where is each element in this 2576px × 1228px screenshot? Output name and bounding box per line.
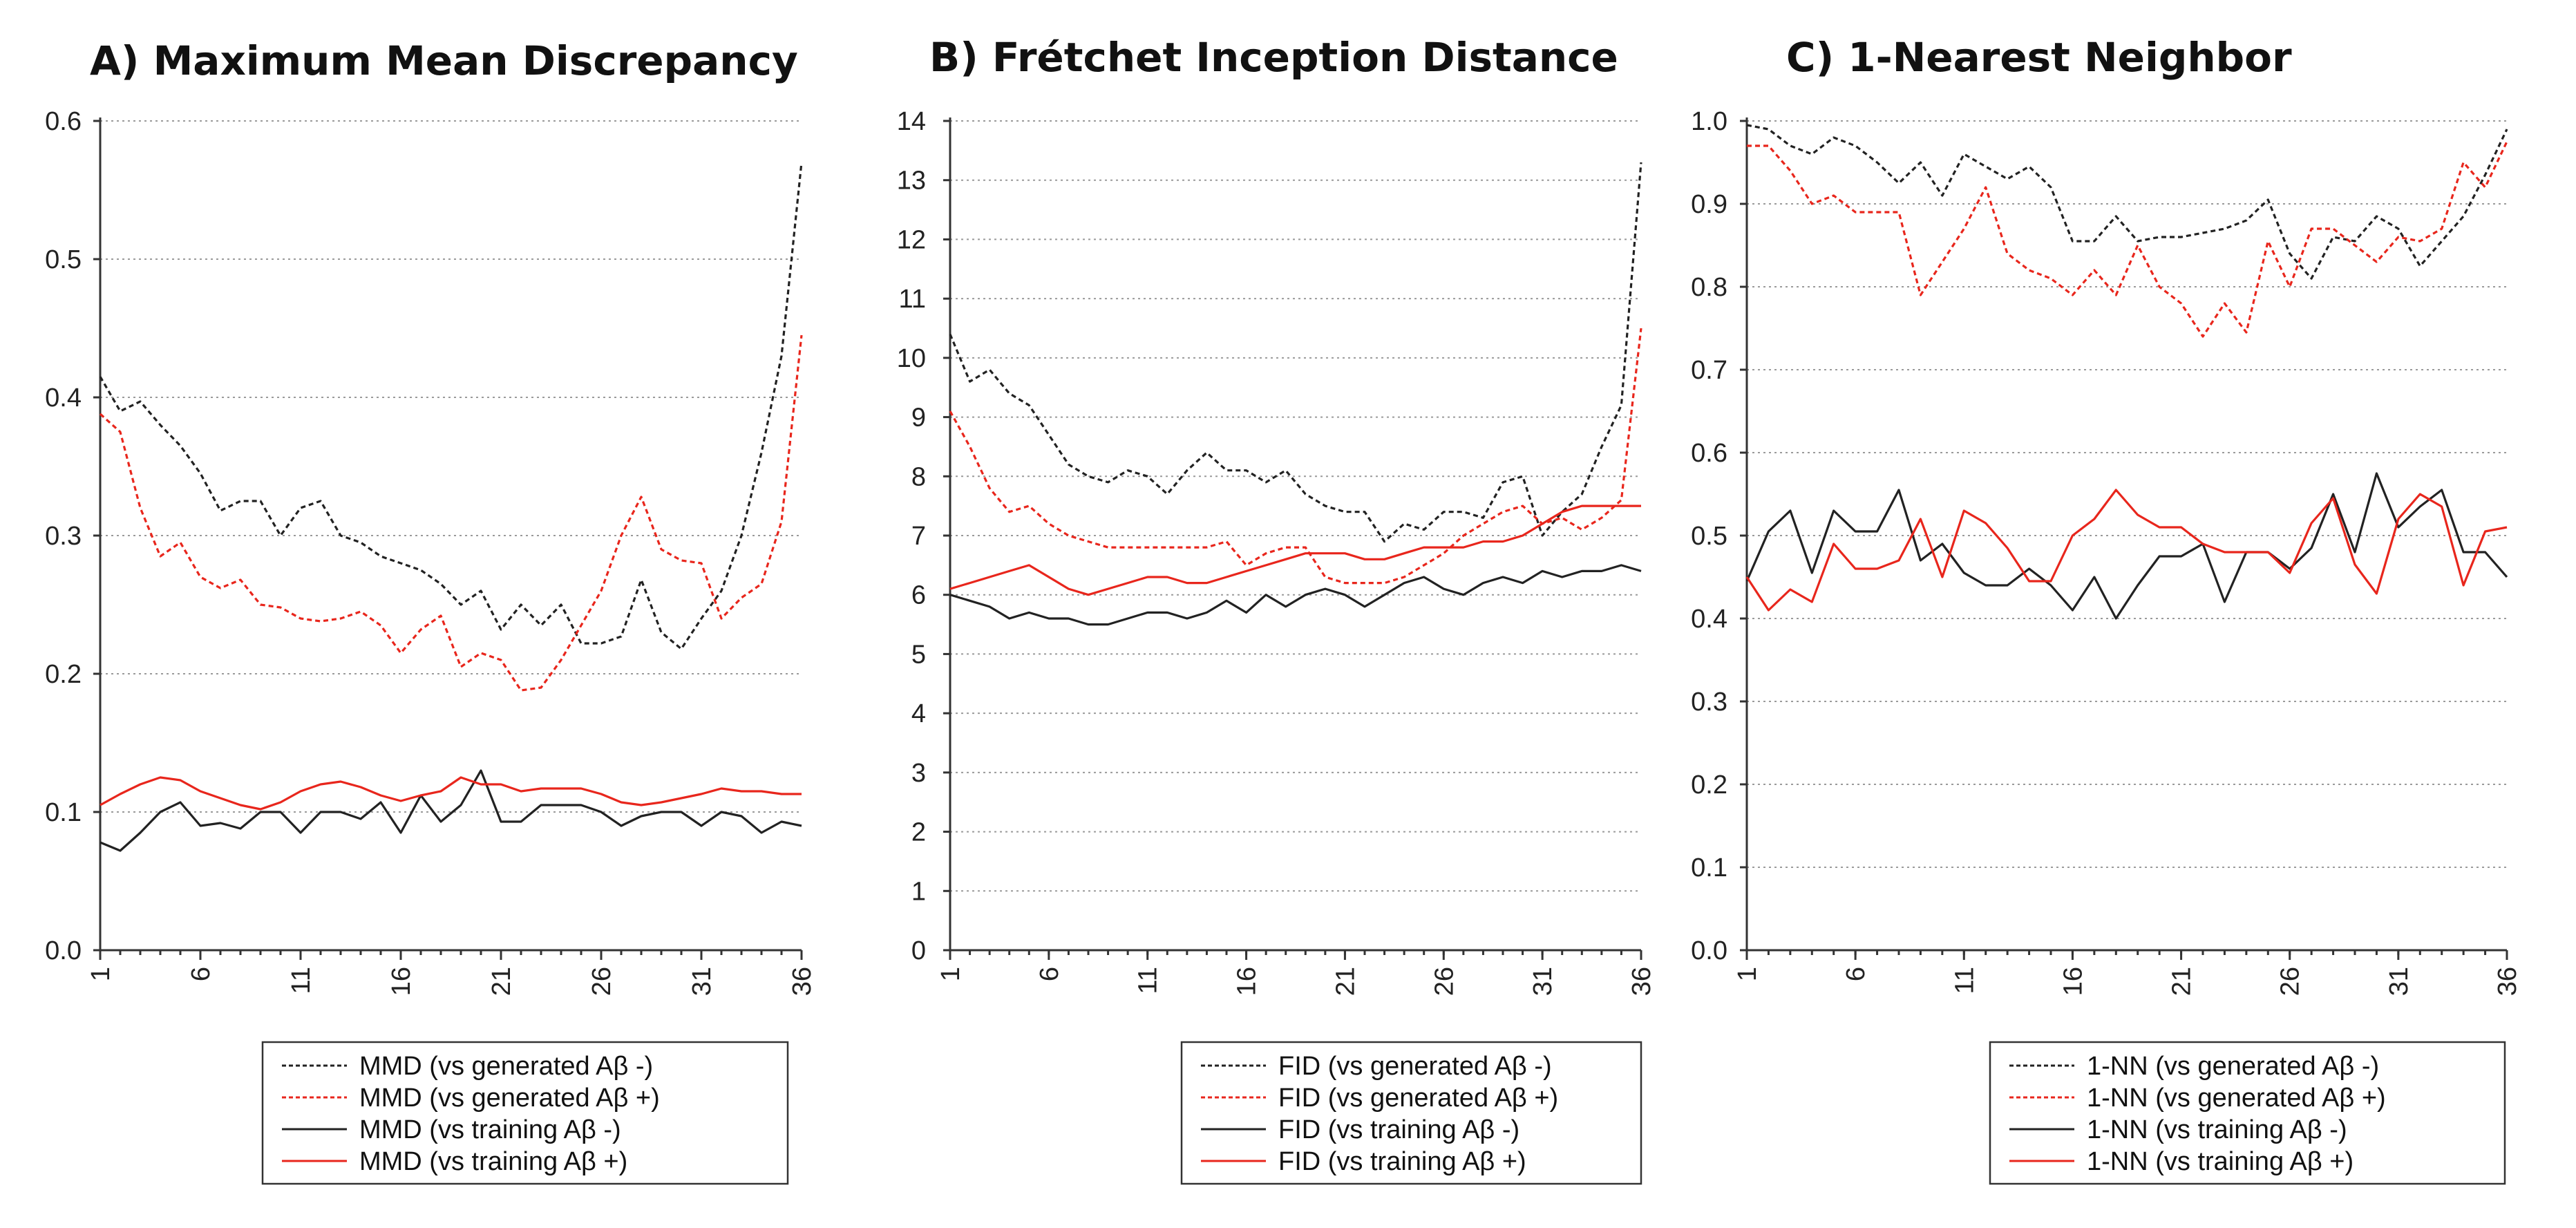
1nn-y-tick-label: 0.9 <box>1691 190 1727 219</box>
1nn-legend-label-3: 1-NN (vs training Aβ +) <box>2087 1147 2354 1176</box>
1nn-legend-box <box>1989 1041 2506 1185</box>
fid-legend-label-3: FID (vs training Aβ +) <box>1278 1147 1526 1176</box>
fid-x-tick-label: 26 <box>1430 967 1459 996</box>
mmd-y-tick-label: 0.5 <box>45 245 82 274</box>
fid-y-tick-label: 4 <box>911 699 926 728</box>
panel-1nn: C) 1-Nearest Neighbor 0.0 0.1 0.2 0.3 0.4 0.5 0… <box>1691 34 2522 1185</box>
mmd-series-3-line <box>100 776 802 811</box>
1nn-y-tick-label: 0.1 <box>1691 853 1727 882</box>
1nn-y-tick-label: 0.8 <box>1691 273 1727 302</box>
mmd-y-tick-label: 0.2 <box>45 660 82 689</box>
1nn-y-tick-label: 0.0 <box>1691 936 1727 965</box>
1nn-x-tick-label: 16 <box>2058 967 2087 996</box>
fid-y-tick-label: 14 <box>897 107 926 136</box>
mmd-title: A) Maximum Mean Discrepancy <box>90 37 798 84</box>
mmd-x-tick-label: 31 <box>688 967 717 996</box>
mmd-y-tick-label: 0.4 <box>45 384 82 413</box>
fid-x-tick-label: 16 <box>1233 967 1262 996</box>
fid-y-tick-label: 1 <box>911 877 926 906</box>
1nn-x-tick-label: 6 <box>1841 967 1871 981</box>
fid-series-1-line <box>949 328 1642 585</box>
1nn-x-tick-label: 1 <box>1733 967 1762 981</box>
1nn-y-tick-label: 0.6 <box>1691 439 1727 468</box>
mmd-y-tick-label: 0.6 <box>45 107 82 136</box>
mmd-x-tick-label: 36 <box>788 967 817 996</box>
fid-x-tick-label: 21 <box>1331 967 1360 996</box>
1nn-y-tick-label: 0.3 <box>1691 688 1727 717</box>
1nn-series-3-line <box>1745 489 2508 612</box>
1nn-x-tick-label: 36 <box>2493 967 2522 996</box>
1nn-y-tick-label: 0.7 <box>1691 356 1727 385</box>
1nn-y-tick-label: 1.0 <box>1691 107 1727 136</box>
1nn-x-tick-label: 26 <box>2276 967 2305 996</box>
fid-y-tick-label: 7 <box>911 522 926 551</box>
mmd-x-tick-label: 26 <box>587 967 616 996</box>
mmd-y-tick-label: 0.3 <box>45 522 82 551</box>
fid-legend-label-1: FID (vs generated Aβ +) <box>1278 1084 1558 1113</box>
fid-legend-label-0: FID (vs generated Aβ -) <box>1278 1052 1552 1081</box>
fid-x-tick-label: 1 <box>936 967 965 981</box>
mmd-series-2-line <box>100 769 802 852</box>
mmd-series-0-line <box>99 162 803 650</box>
fid-x-tick-label: 6 <box>1035 967 1064 981</box>
1nn-title: C) 1-Nearest Neighbor <box>1786 34 2292 81</box>
1nn-series-2-line <box>1745 472 2508 620</box>
mmd-legend-label-0: MMD (vs generated Aβ -) <box>359 1052 653 1081</box>
fid-series-2-line <box>949 564 1642 626</box>
mmd-y-tick-label: 0.1 <box>45 798 82 827</box>
fid-y-tick-label: 6 <box>911 581 926 610</box>
fid-y-tick-label: 5 <box>911 640 926 669</box>
fid-series-3-line <box>949 504 1641 596</box>
mmd-x-tick-label: 6 <box>187 967 216 981</box>
mmd-series-1-line <box>99 334 803 692</box>
1nn-legend-label-2: 1-NN (vs training Aβ -) <box>2087 1115 2347 1144</box>
fid-y-tick-label: 8 <box>911 462 926 491</box>
fid-y-tick-label: 0 <box>911 936 926 965</box>
mmd-legend: MMD (vs generated Aβ -) MMD (vs generated… <box>261 1041 789 1185</box>
fid-y-tick-label: 9 <box>911 404 926 433</box>
fid-legend: FID (vs generated Aβ -) FID (vs generated… <box>1180 1041 1642 1185</box>
mmd-x-tick-label: 11 <box>287 967 316 994</box>
1nn-x-tick-label: 21 <box>2168 967 2197 996</box>
fid-x-tick-label: 11 <box>1134 967 1163 994</box>
1nn-legend: 1-NN (vs generated Aβ -) 1-NN (vs generat… <box>1989 1041 2506 1185</box>
1nn-x-tick-label: 11 <box>1950 967 1979 994</box>
1nn-legend-label-1: 1-NN (vs generated Aβ +) <box>2087 1084 2386 1113</box>
fid-y-tick-label: 3 <box>911 759 926 788</box>
mmd-legend-label-3: MMD (vs training Aβ +) <box>359 1147 627 1176</box>
mmd-x-tick-label: 1 <box>86 967 115 981</box>
1nn-x-tick-label: 31 <box>2385 967 2414 996</box>
mmd-legend-label-1: MMD (vs generated Aβ +) <box>359 1084 660 1113</box>
mmd-legend-label-2: MMD (vs training Aβ -) <box>359 1115 621 1144</box>
fid-x-tick-label: 36 <box>1627 967 1656 996</box>
fid-x-tick-label: 31 <box>1528 967 1557 996</box>
fid-y-tick-label: 2 <box>911 818 926 847</box>
1nn-y-tick-label: 0.5 <box>1691 522 1727 551</box>
fid-title: B) Frétchet Inception Distance <box>929 34 1618 81</box>
mmd-x-tick-label: 16 <box>387 967 416 996</box>
fid-y-tick-label: 10 <box>897 344 926 373</box>
panel-fid: B) Frétchet Inception Distance0123456789… <box>897 34 1656 1185</box>
panel-mmd: A) Maximum Mean Discrepancy 0.0 0.1 0.2 0.3 0… <box>45 37 817 1185</box>
fid-y-tick-label: 11 <box>899 285 926 314</box>
1nn-y-tick-label: 0.2 <box>1691 771 1727 800</box>
1nn-y-tick-label: 0.4 <box>1691 605 1727 634</box>
fid-y-tick-label: 12 <box>897 225 926 254</box>
1nn-legend-label-0: 1-NN (vs generated Aβ -) <box>2087 1052 2379 1081</box>
mmd-legend-box <box>261 1041 789 1185</box>
1nn-series-0-line <box>1746 124 2508 280</box>
fid-legend-label-2: FID (vs training Aβ -) <box>1278 1115 1519 1144</box>
mmd-y-tick-label: 0.0 <box>45 936 82 965</box>
1nn-series-1-line <box>1747 141 2508 338</box>
fid-series-0-line <box>949 162 1642 543</box>
fid-y-tick-label: 13 <box>897 167 926 196</box>
mmd-x-tick-label: 21 <box>487 967 516 996</box>
